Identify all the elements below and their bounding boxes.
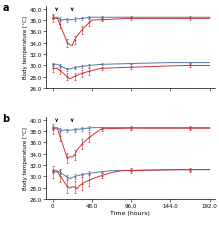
Text: b: b bbox=[2, 113, 9, 123]
Text: a: a bbox=[2, 3, 9, 13]
Y-axis label: Body temperature [°C]: Body temperature [°C] bbox=[23, 16, 28, 79]
Y-axis label: Body temperature [°C]: Body temperature [°C] bbox=[23, 127, 28, 190]
X-axis label: Time (hours): Time (hours) bbox=[110, 210, 150, 215]
